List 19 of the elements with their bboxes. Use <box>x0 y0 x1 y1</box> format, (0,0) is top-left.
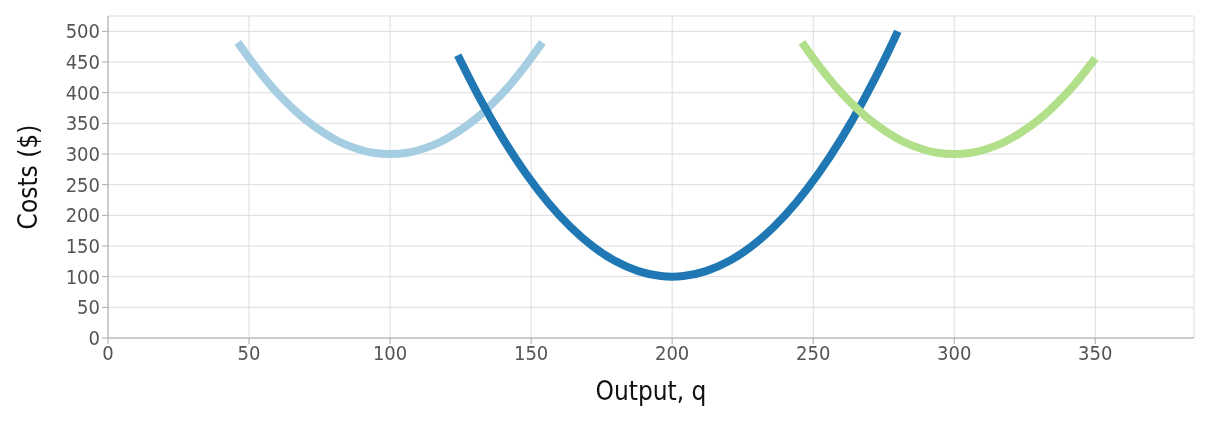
x-tick-label: 50 <box>237 341 261 366</box>
y-tick-label: 100 <box>65 264 100 289</box>
x-tick-label: 250 <box>796 341 831 366</box>
x-tick-label: 350 <box>1078 341 1113 366</box>
x-tick-label: 150 <box>513 341 549 366</box>
y-axis-title: Costs ($) <box>13 124 44 230</box>
x-tick-label: 200 <box>654 341 690 366</box>
y-tick-label: 450 <box>65 50 100 75</box>
y-tick-label: 150 <box>65 234 100 259</box>
y-tick-label: 50 <box>77 295 100 320</box>
y-tick-label: 400 <box>65 80 100 105</box>
x-axis-title: Output, q <box>595 376 707 406</box>
y-tick-label: 250 <box>65 172 100 197</box>
y-tick-label: 300 <box>65 142 100 167</box>
x-tick-label: 100 <box>372 341 408 366</box>
y-tick-label: 350 <box>65 111 100 136</box>
x-tick-label: 300 <box>937 341 972 366</box>
y-tick-label: 200 <box>65 203 100 228</box>
y-tick-label: 500 <box>65 19 100 44</box>
